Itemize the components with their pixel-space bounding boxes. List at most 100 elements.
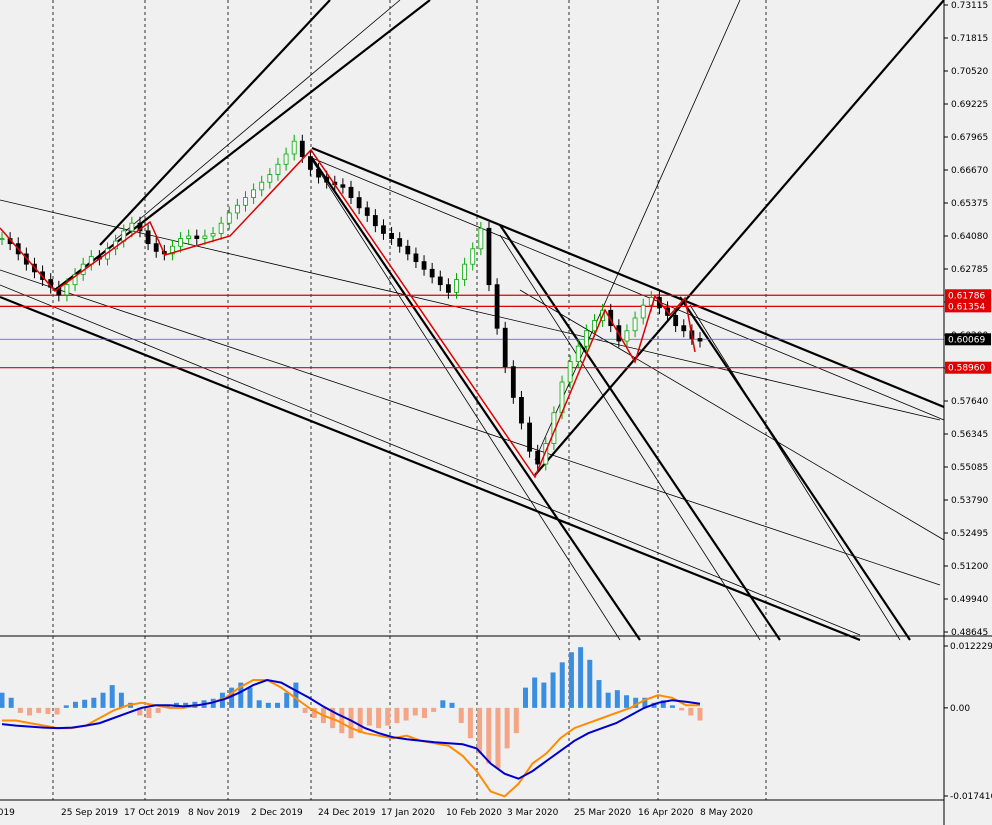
candle-body	[364, 207, 370, 216]
price-tick-label: 0.73115	[951, 1, 988, 11]
horizontal-levels	[0, 294, 944, 369]
macd-histogram-bar	[614, 690, 620, 708]
candle-body	[421, 261, 427, 270]
macd-histogram-bar	[449, 702, 455, 708]
candle-body	[218, 222, 224, 234]
channel-line	[311, 146, 945, 409]
candle-body	[494, 284, 500, 329]
channel-line	[534, 0, 741, 461]
level-price-label: 0.61786	[948, 291, 985, 301]
candle-body	[470, 248, 476, 265]
candle-body	[267, 174, 273, 183]
macd-histogram-bar	[155, 707, 161, 713]
candle-body	[356, 197, 362, 209]
macd-histogram-bar	[109, 685, 115, 708]
macd-histogram-bar	[284, 692, 290, 708]
macd-histogram-bar	[36, 707, 42, 713]
candle-body	[502, 327, 508, 368]
macd-histogram-bar	[229, 687, 235, 708]
channel-line	[499, 234, 761, 641]
candle-body	[291, 140, 297, 155]
macd-histogram-bar	[605, 692, 611, 708]
date-tick-label: 16 Apr 2020	[638, 808, 694, 818]
macd-histogram-bar	[394, 707, 400, 724]
candle-body	[243, 197, 248, 206]
candle-body	[486, 227, 492, 286]
macd-histogram-bar	[82, 699, 88, 708]
date-tick-label: 8 May 2020	[700, 808, 753, 818]
price-tick-label: 0.55085	[951, 463, 988, 473]
price-tick-label: 0.64080	[951, 232, 988, 242]
macd-histogram-bar	[91, 697, 97, 708]
macd-histogram-bar	[72, 701, 78, 708]
macd-histogram-bar	[348, 707, 354, 739]
macd-histogram-bar	[559, 662, 565, 708]
macd-histogram-bar	[403, 707, 409, 721]
channel-line	[311, 157, 945, 421]
candle-body	[178, 238, 183, 247]
macd-histogram-bar	[568, 652, 574, 708]
price-tick-label: 0.70520	[951, 67, 988, 77]
signal-line	[1, 678, 701, 780]
candle-body	[445, 284, 451, 293]
candle-body	[275, 163, 281, 175]
macd-histogram-bar	[45, 707, 51, 714]
candle-body	[405, 245, 411, 255]
macd-tick-label: 0.00	[950, 704, 970, 714]
candle-body	[437, 276, 443, 286]
candle-body	[308, 156, 313, 170]
channel-line	[0, 284, 861, 636]
macd-histogram-bar	[275, 702, 281, 708]
candle-body	[64, 284, 70, 296]
macd-histogram-bar	[247, 687, 253, 708]
macd-line	[2, 679, 700, 798]
macd-histogram-bar	[256, 700, 262, 708]
macd-histogram-bar	[688, 707, 694, 716]
channel-line	[679, 296, 911, 641]
candle-body	[592, 320, 597, 332]
level-price-box	[945, 300, 991, 313]
date-tick-label: 8 Nov 2019	[188, 808, 240, 818]
macd-histogram-bar	[440, 700, 446, 708]
macd-histogram-bar	[467, 707, 473, 739]
date-tick-label: 25 Sep 2019	[61, 808, 118, 818]
macd-histogram-bar	[137, 707, 143, 716]
macd-histogram-bar	[651, 702, 657, 708]
candle-body	[462, 263, 468, 280]
candle-body	[429, 268, 435, 278]
current-price-label: 0.60069	[948, 335, 985, 345]
macd-histogram-bar	[366, 707, 372, 726]
macd-histogram-bar	[679, 707, 685, 711]
level-price-label: 0.58960	[948, 364, 985, 374]
candle-body	[259, 181, 265, 191]
candle-body	[624, 330, 630, 342]
channel-line	[499, 224, 781, 641]
macd-histogram-bar	[550, 672, 556, 708]
channel-line	[0, 269, 941, 586]
date-tick-label: 24 Dec 2019	[318, 808, 376, 818]
macd-histogram-bar	[302, 707, 308, 713]
macd-histogram-bar	[504, 707, 510, 749]
price-tick-label: 0.71815	[951, 34, 988, 44]
macd-histogram-bar	[0, 692, 5, 708]
price-tick-label: 0.49940	[951, 595, 988, 605]
channel-line	[311, 159, 621, 641]
macd-histogram-bar	[17, 707, 23, 713]
channel-line	[114, 0, 401, 241]
price-tick-label: 0.51200	[951, 562, 988, 572]
macd-histogram-bar	[633, 697, 639, 708]
macd-histogram-bar	[63, 705, 69, 708]
candle-body	[234, 204, 240, 214]
macd-histogram-bar	[339, 707, 345, 734]
macd-histogram-bar	[238, 682, 244, 708]
candle-body	[316, 168, 321, 178]
price-tick-label: 0.48645	[951, 628, 988, 638]
macd-histogram-bar	[376, 707, 382, 729]
macd-histogram-bar	[458, 707, 464, 724]
channel-line	[99, 0, 331, 246]
candle-body	[299, 140, 305, 157]
candle-body	[153, 243, 159, 252]
candle-body	[381, 225, 386, 234]
